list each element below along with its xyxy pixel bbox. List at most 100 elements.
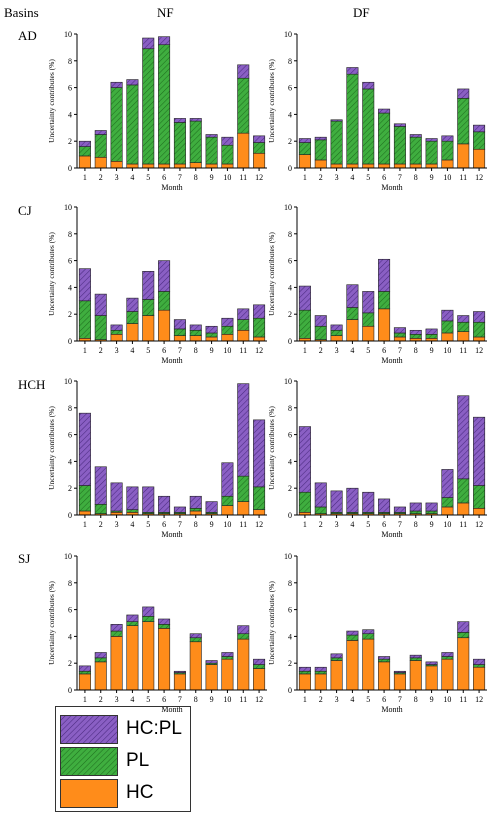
bar-cj-df-hc-pl-8 [409,329,422,335]
bar-cj-df-hc-11 [457,331,470,342]
bar-ad-df-pl-5 [362,88,375,165]
y-tick-label-hch-nf-4: 4 [68,457,72,466]
bar-ad-nf-pl-3 [110,87,123,162]
x-tick-label-hch-nf-3: 3 [115,520,119,529]
x-tick-label-ad-nf-5: 5 [146,173,150,182]
x-tick-label-cj-nf-7: 7 [178,346,182,355]
x-tick-label-sj-df-11: 11 [459,695,467,704]
bar-cj-df-pl-9 [425,334,438,339]
bar-ad-df-hc-6 [378,163,391,169]
x-tick-label-ad-nf-1: 1 [83,173,87,182]
bar-hch-nf-hc-pl-4 [126,486,139,510]
x-axis-label-ad-df: Month [381,183,402,192]
bar-hch-df-hc-pl-5 [362,491,375,513]
y-tick-label-sj-df-2: 2 [288,659,292,668]
bar-cj-df-hc-5 [362,325,375,342]
y-tick-label-sj-df-6: 6 [288,606,292,615]
bar-sj-df-hc-1 [298,673,311,691]
bar-hch-df-pl-9 [425,510,438,514]
y-tick-label-sj-nf-8: 8 [68,579,72,588]
legend-swatch-pl [60,747,118,776]
x-tick-label-sj-nf-8: 8 [194,695,198,704]
y-tick-label-cj-nf-2: 2 [68,310,72,319]
y-axis-label-sj-nf: Uncertainty contributes (%) [47,581,56,665]
bar-cj-df-hc-pl-2 [314,315,327,327]
bar-ad-df-hc-pl-3 [330,119,343,122]
bar-ad-df-pl-8 [409,136,422,165]
x-tick-label-hch-nf-12: 12 [255,520,263,529]
x-tick-label-sj-df-9: 9 [430,695,434,704]
bar-cj-df-hc-6 [378,308,391,342]
x-tick-label-ad-df-4: 4 [350,173,354,182]
bar-sj-nf-pl-4 [126,621,139,626]
bar-cj-nf-pl-7 [173,328,186,336]
x-tick-label-ad-nf-10: 10 [223,173,231,182]
bar-cj-nf-hc-pl-5 [142,271,155,300]
bar-sj-df-pl-5 [362,633,375,640]
x-tick-label-ad-df-5: 5 [366,173,370,182]
x-tick-label-hch-df-5: 5 [366,520,370,529]
x-axis-label-sj-nf: Month [161,705,182,714]
y-tick-label-cj-nf-0: 0 [68,337,72,346]
bar-ad-nf-hc-pl-9 [205,134,218,138]
x-tick-label-cj-df-1: 1 [303,346,307,355]
legend-label-hc: HC [126,782,154,803]
y-tick-label-cj-df-8: 8 [288,230,292,239]
bar-ad-nf-pl-11 [237,77,250,134]
bar-ad-nf-hc-pl-12 [253,135,266,143]
bar-cj-df-hc-12 [473,336,486,342]
bar-sj-nf-pl-11 [237,633,250,640]
bar-hch-nf-hc-pl-8 [189,495,202,509]
bar-sj-nf-hc-5 [142,621,155,691]
bar-cj-nf-pl-6 [158,291,171,311]
y-axis-label-ad-nf: Uncertainty contributes (%) [47,59,56,143]
y-tick-label-ad-nf-2: 2 [68,137,72,146]
bar-ad-nf-hc-pl-7 [173,118,186,123]
bar-sj-df-pl-8 [409,657,422,661]
bar-ad-nf-hc-pl-2 [94,130,107,135]
x-tick-label-hch-nf-1: 1 [83,520,87,529]
basin-label-hch: HCH [18,377,46,392]
bar-sj-df-hc-pl-8 [409,654,422,659]
bar-cj-df-pl-10 [441,320,454,334]
bar-sj-nf-hc-pl-5 [142,606,155,617]
x-tick-label-hch-df-4: 4 [350,520,354,529]
bar-ad-nf-hc-3 [110,161,123,169]
x-tick-label-ad-nf-7: 7 [178,173,182,182]
y-tick-label-hch-df-8: 8 [288,404,292,413]
y-tick-label-hch-nf-2: 2 [68,484,72,493]
bar-hch-nf-hc-pl-11 [237,383,250,477]
bar-cj-nf-hc-5 [142,315,155,342]
bar-ad-nf-pl-7 [173,122,186,165]
x-axis-label-hch-nf: Month [161,530,182,539]
bar-ad-df-hc-7 [393,163,406,169]
bar-cj-nf-hc-pl-4 [126,297,139,312]
x-tick-label-sj-nf-11: 11 [239,695,247,704]
bar-hch-nf-hc-pl-6 [158,495,171,513]
bar-hch-nf-pl-10 [221,495,234,506]
y-tick-label-cj-df-0: 0 [288,337,292,346]
bar-hch-nf-pl-1 [78,485,91,512]
x-tick-label-cj-df-12: 12 [475,346,483,355]
bar-hch-nf-hc-1 [78,510,91,516]
bar-cj-df-hc-7 [393,336,406,342]
x-tick-label-sj-nf-1: 1 [83,695,87,704]
bar-cj-df-hc-3 [330,335,343,342]
bar-cj-nf-hc-pl-9 [205,325,218,334]
x-tick-label-sj-nf-12: 12 [255,695,263,704]
bar-sj-nf-hc-pl-1 [78,665,91,672]
x-tick-label-sj-df-12: 12 [475,695,483,704]
y-tick-label-hch-df-6: 6 [288,431,292,440]
bar-sj-nf-hc-8 [189,641,202,691]
x-tick-label-ad-nf-4: 4 [130,173,134,182]
x-tick-label-cj-nf-10: 10 [223,346,231,355]
x-tick-label-cj-nf-9: 9 [210,346,214,355]
x-tick-label-sj-df-1: 1 [303,695,307,704]
bar-hch-nf-pl-11 [237,475,250,502]
bar-ad-df-pl-12 [473,131,486,150]
y-axis-label-hch-df: Uncertainty contributes (%) [267,406,276,490]
bar-hch-df-hc-pl-3 [330,490,343,513]
